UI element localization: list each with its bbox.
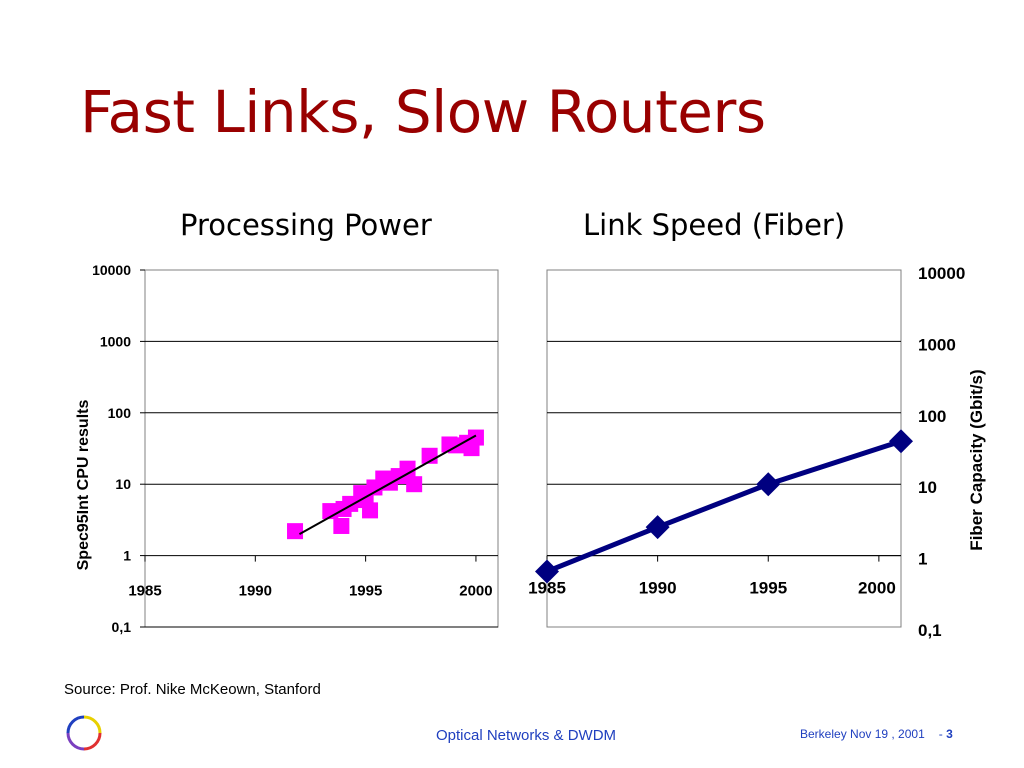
x-tick-label-left: 2000 xyxy=(459,583,492,600)
footer-course-title: Optical Networks & DWDM xyxy=(436,727,617,744)
series-point xyxy=(889,429,913,454)
y-tick-label-left: 100 xyxy=(108,405,132,421)
y-tick-label-right: 100 xyxy=(918,407,946,426)
scatter-point xyxy=(467,429,484,446)
plot-frame-left xyxy=(144,269,499,628)
scatter-point xyxy=(353,485,370,502)
plot-frame-right xyxy=(546,269,902,628)
y-tick-label-left: 1000 xyxy=(100,333,131,349)
y-tick-label-left: 10 xyxy=(115,476,131,492)
processing-power-title: Processing Power xyxy=(180,208,432,242)
series-point xyxy=(645,515,670,540)
footer-date-page: Berkeley Nov 19 , 2001- 3 xyxy=(800,727,953,741)
scatter-point xyxy=(335,500,352,517)
scatter-point xyxy=(390,468,407,485)
y-tick-label-left: 10000 xyxy=(92,262,131,278)
scatter-point xyxy=(362,502,379,519)
scatter-point xyxy=(399,460,416,477)
scatter-point xyxy=(441,436,458,453)
y-tick-label-right: 10000 xyxy=(918,264,965,283)
scatter-point xyxy=(448,437,465,454)
scatter-point xyxy=(463,440,480,457)
ring-logo-icon xyxy=(66,715,102,751)
page-number: 3 xyxy=(946,727,953,741)
x-tick-label-right: 2000 xyxy=(858,579,896,598)
footer-separator: - xyxy=(938,727,943,741)
scatter-point xyxy=(287,523,304,540)
y-tick-label-right: 1000 xyxy=(918,335,956,354)
y-tick-label-right: 1 xyxy=(918,550,927,569)
scatter-point xyxy=(322,503,339,520)
scatter-point xyxy=(366,479,383,496)
y-axis-label-left: Spec95Int CPU results xyxy=(75,400,92,571)
scatter-point xyxy=(357,492,374,509)
x-tick-label-left: 1985 xyxy=(128,583,161,600)
scatter-point xyxy=(342,495,359,512)
scatter-point xyxy=(421,447,438,464)
link-speed-title: Link Speed (Fiber) xyxy=(583,208,846,242)
scatter-point xyxy=(406,476,423,493)
scatter-point xyxy=(333,517,350,534)
x-tick-label-right: 1985 xyxy=(528,579,566,598)
footer-date: Berkeley Nov 19 , 2001 xyxy=(800,727,925,741)
x-tick-label-left: 1995 xyxy=(349,583,382,600)
series-line xyxy=(546,438,902,574)
series-point xyxy=(756,472,781,497)
scatter-point xyxy=(381,474,398,491)
y-axis-label-right: Fiber Capacity (Gbit/s) xyxy=(967,369,986,550)
y-tick-label-right: 0,1 xyxy=(918,621,942,640)
scatter-point xyxy=(375,470,392,487)
series-point xyxy=(535,559,559,584)
x-tick-label-right: 1990 xyxy=(639,579,677,598)
y-tick-label-left: 0,1 xyxy=(112,619,132,635)
scatter-point xyxy=(459,434,476,451)
trend-line xyxy=(298,434,477,535)
source-note: Source: Prof. Nike McKeown, Stanford xyxy=(64,681,321,698)
x-tick-label-right: 1995 xyxy=(749,579,787,598)
x-tick-label-left: 1990 xyxy=(239,583,272,600)
slide-title: Fast Links, Slow Routers xyxy=(80,78,766,146)
y-tick-label-right: 10 xyxy=(918,478,937,497)
y-tick-label-left: 1 xyxy=(123,548,131,564)
